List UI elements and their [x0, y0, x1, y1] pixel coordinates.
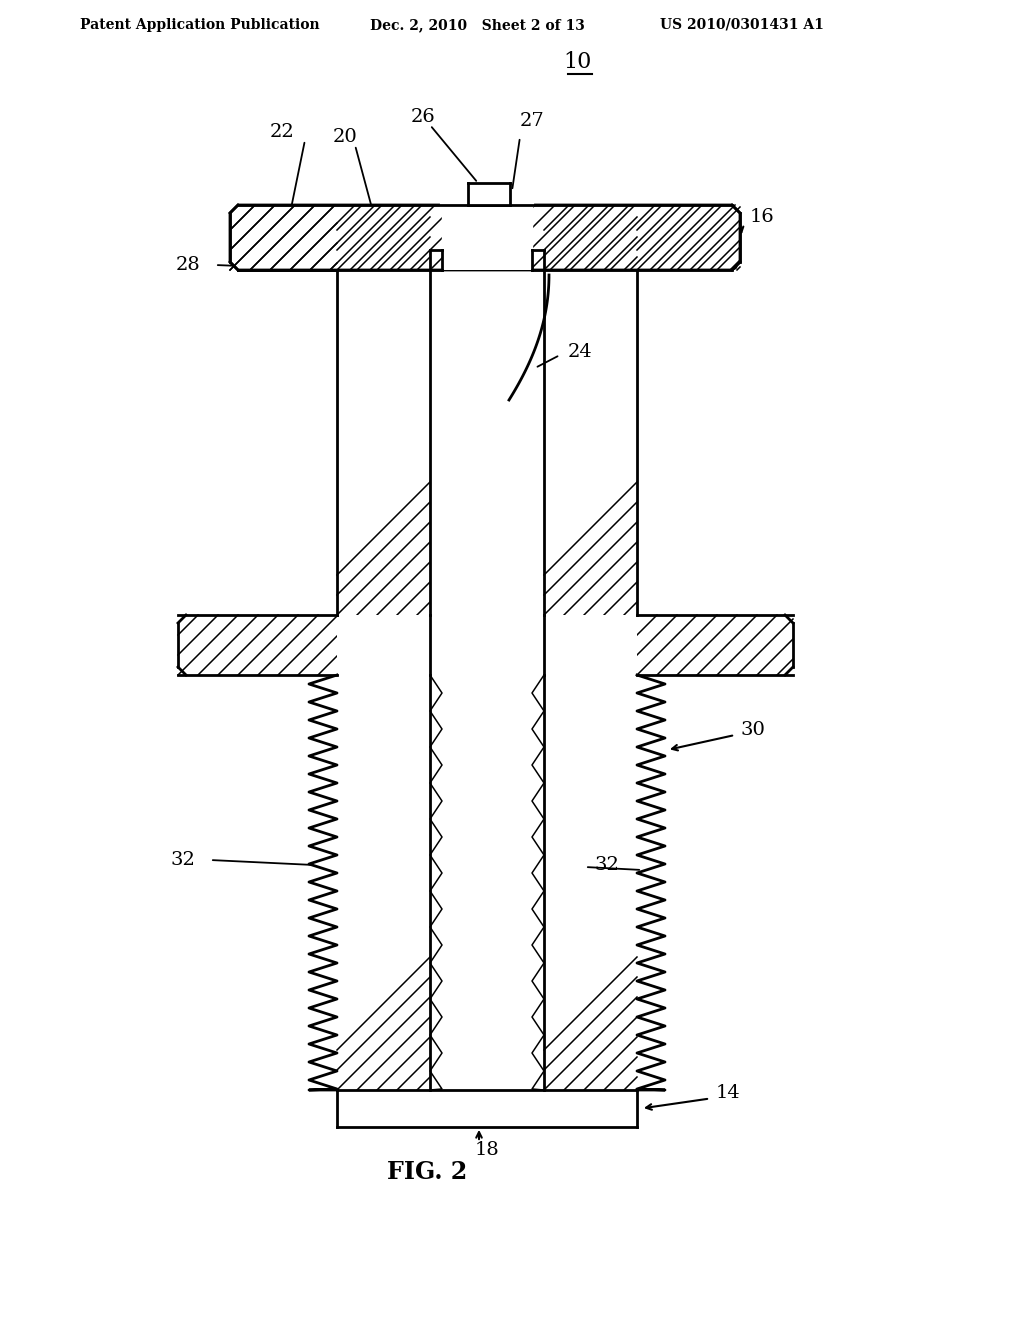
Text: 27: 27 — [520, 112, 545, 129]
Polygon shape — [178, 615, 337, 675]
Text: 24: 24 — [568, 343, 593, 360]
Text: 10: 10 — [564, 51, 592, 73]
Polygon shape — [430, 615, 544, 675]
Polygon shape — [430, 271, 544, 1127]
Text: FIG. 2: FIG. 2 — [387, 1160, 467, 1184]
Polygon shape — [442, 205, 532, 249]
Polygon shape — [230, 205, 740, 271]
Polygon shape — [337, 615, 430, 675]
Text: 18: 18 — [475, 1140, 500, 1159]
Text: 32: 32 — [170, 851, 195, 869]
Text: 28: 28 — [715, 256, 739, 275]
Text: 28: 28 — [175, 256, 200, 275]
Text: 32: 32 — [595, 855, 620, 874]
Polygon shape — [637, 615, 793, 675]
Polygon shape — [544, 615, 637, 675]
Text: Dec. 2, 2010   Sheet 2 of 13: Dec. 2, 2010 Sheet 2 of 13 — [370, 18, 585, 32]
Text: Patent Application Publication: Patent Application Publication — [80, 18, 319, 32]
Polygon shape — [468, 183, 510, 205]
Text: 26: 26 — [411, 108, 435, 125]
Text: 22: 22 — [269, 123, 294, 141]
Text: 30: 30 — [740, 721, 765, 739]
Text: 12: 12 — [750, 616, 775, 634]
Polygon shape — [337, 1090, 637, 1127]
Text: US 2010/0301431 A1: US 2010/0301431 A1 — [660, 18, 824, 32]
Polygon shape — [442, 205, 532, 271]
Text: 16: 16 — [750, 209, 775, 227]
Text: 20: 20 — [333, 128, 357, 147]
Text: 14: 14 — [716, 1085, 740, 1102]
